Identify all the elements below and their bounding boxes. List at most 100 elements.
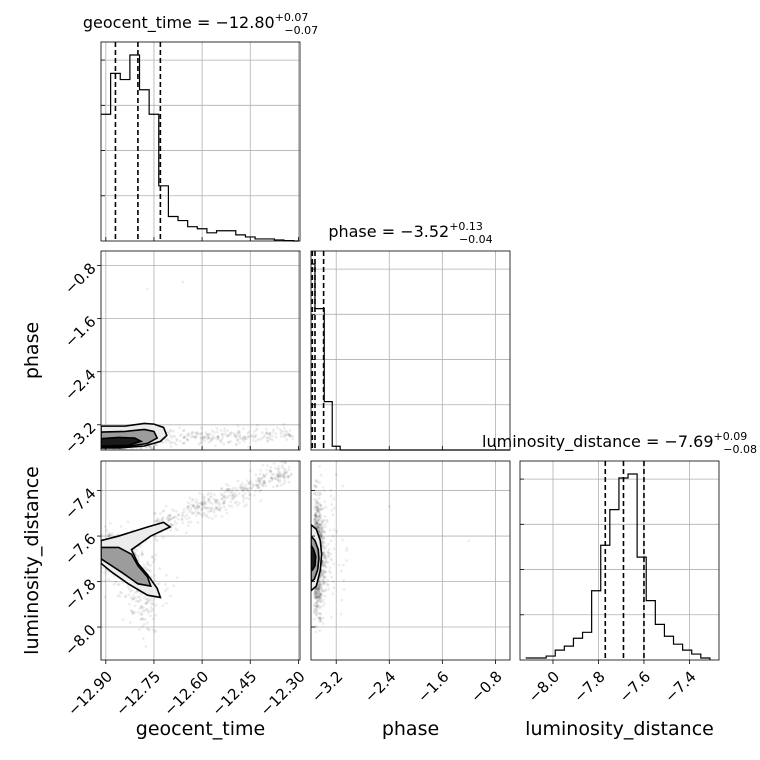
sample-point-0_2-919 (185, 531, 188, 535)
sample-point-0_1-803 (249, 434, 253, 438)
sample-point-1_2-440 (322, 537, 326, 540)
sample-point-1_2-54 (313, 591, 317, 595)
sample-point-1_2-554 (319, 504, 323, 508)
sample-point-0_2-809 (152, 560, 155, 564)
sample-point-0_2-867 (119, 525, 123, 528)
sample-point-1_2-812 (322, 570, 326, 574)
sample-point-1_2-988 (317, 510, 321, 514)
title-main-geocent_time: geocent_time = −12.80 (83, 13, 275, 33)
sample-point-0_2-792 (256, 483, 260, 487)
sample-point-0_1-737 (222, 442, 226, 446)
sample-point-1_2-463 (319, 587, 323, 591)
sample-point-1_2-120 (313, 608, 317, 612)
sample-point-0_2-907 (151, 555, 155, 558)
sample-point-1_2-12 (315, 521, 319, 525)
sample-point-1_2-757 (318, 514, 322, 518)
sample-point-0_2-361 (141, 618, 145, 621)
sample-point-0_1-488 (127, 450, 130, 453)
sample-point-0_2-930 (140, 552, 144, 556)
sample-point-0_1-216 (168, 428, 172, 432)
sample-point-0_2-115 (164, 589, 167, 593)
sample-point-0_2-237 (249, 479, 253, 483)
sample-point-0_2-756 (129, 608, 133, 612)
sample-point-0_2-278 (191, 503, 195, 507)
sample-point-1_2-828 (313, 491, 317, 495)
sample-point-0_2-571 (220, 497, 224, 501)
sample-point-0_2-891 (166, 587, 169, 591)
sample-point-1_2-990 (319, 503, 322, 507)
sample-point-1_2-444 (316, 588, 320, 592)
sample-point-0_1-374 (113, 451, 116, 454)
sample-point-0_2-740 (239, 483, 243, 487)
sample-point-0_2-674 (270, 476, 274, 480)
sample-point-0_1-819 (232, 431, 236, 435)
sample-point-0_1-662 (254, 433, 258, 437)
sample-point-1_2-423 (320, 531, 324, 535)
sample-point-1_2-27 (317, 526, 321, 529)
sample-point-1_2-311 (340, 598, 344, 602)
sample-point-0_2-70 (131, 594, 135, 598)
sample-point-0_2-242 (180, 514, 184, 518)
sample-point-0_1-315 (267, 432, 271, 436)
sample-point-0_2-220 (107, 534, 111, 538)
sample-point-1_2-46 (314, 489, 318, 493)
title-phase: phase = −3.52+0.13 −0.04 (328, 220, 492, 246)
sample-point-0_2-720 (133, 596, 137, 600)
sample-point-1_2-807 (316, 605, 320, 609)
sample-point-0_1-177 (98, 440, 101, 443)
sample-point-0_1-659 (169, 429, 173, 433)
title-geocent_time: geocent_time = −12.80+0.07 −0.07 (83, 11, 318, 37)
sample-point-1_2-503 (314, 521, 318, 524)
sample-point-0_1-490 (229, 431, 233, 435)
sample-point-0_1-49 (265, 431, 268, 435)
sample-point-1_2-152 (319, 526, 322, 530)
sample-point-0_2-340 (80, 566, 83, 569)
sample-point-0_2-484 (154, 553, 158, 557)
sample-point-0_2-573 (268, 480, 272, 484)
sample-point-1_2-685 (324, 589, 327, 592)
sample-point-1_2-898 (319, 533, 323, 537)
sample-point-0_1-55 (234, 435, 238, 439)
sample-point-1_2-300 (345, 549, 348, 552)
sample-point-0_2-87 (127, 587, 131, 591)
sample-point-0_2-641 (137, 554, 141, 557)
sample-point-1_2-541 (319, 620, 323, 623)
sample-point-0_1-245 (243, 435, 247, 439)
sample-point-1_2-383 (313, 589, 317, 593)
sample-point-0_2-859 (217, 507, 221, 511)
sample-point-0_2-394 (148, 564, 152, 567)
sample-point-0_2-901 (278, 480, 281, 484)
sample-point-1_2-1003 (341, 484, 345, 488)
sample-point-1_2-509 (320, 600, 324, 603)
sample-point-1_2-692 (314, 479, 318, 483)
sample-point-0_2-666 (175, 509, 179, 513)
sample-point-0_2-393 (81, 570, 84, 573)
sample-point-0_1-1 (210, 429, 214, 433)
sample-point-0_1-258 (241, 438, 244, 441)
sample-point-0_1-642 (252, 430, 256, 434)
sample-point-0_2-228 (222, 494, 226, 498)
sample-point-0_2-761 (167, 518, 170, 522)
sample-point-1_2-810 (318, 616, 322, 620)
sample-point-0_2-108 (276, 478, 280, 482)
sample-point-1_2-950 (318, 576, 322, 580)
sample-point-0_1-273 (153, 452, 156, 455)
sample-point-0_2-293 (247, 492, 251, 496)
sample-point-0_2-718 (241, 494, 245, 498)
sample-point-0_2-964 (283, 478, 286, 482)
sample-point-0_1-604 (182, 436, 186, 440)
sample-point-0_1-69 (287, 432, 291, 436)
sample-point-1_2-104 (313, 610, 316, 614)
sample-point-0_2-230 (116, 583, 120, 587)
sample-point-1_2-472 (313, 484, 316, 488)
sample-point-0_1-73 (148, 445, 152, 449)
sample-point-0_2-634 (221, 495, 225, 498)
sample-point-0_2-7 (254, 473, 258, 477)
sample-point-1_2-342 (327, 554, 331, 558)
sample-point-0_2-814 (150, 598, 154, 602)
sample-point-0_2-127 (96, 562, 99, 565)
sample-point-0_1-461 (236, 424, 240, 428)
sample-point-0_2-587 (276, 472, 280, 476)
sample-point-1_2-310 (321, 581, 325, 584)
sample-point-0_2-342 (212, 497, 216, 501)
